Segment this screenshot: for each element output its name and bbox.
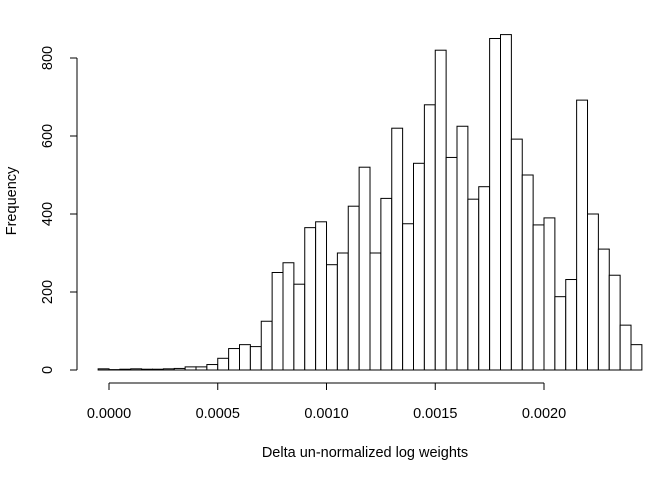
histogram-bar: [119, 368, 132, 371]
histogram-bar: [423, 104, 436, 371]
x-tick-label: 0.0020: [522, 406, 566, 422]
x-tick-label: 0.0010: [304, 406, 348, 422]
y-tick-label: 0: [40, 366, 56, 374]
y-axis: 0 200 400 600 800: [40, 46, 78, 374]
histogram-bar: [608, 274, 621, 371]
histogram-bar: [500, 34, 512, 371]
histogram-bar: [456, 125, 469, 371]
histogram-bar: [445, 156, 458, 371]
histogram-bar: [315, 221, 328, 371]
x-axis: 0.0000 0.0005 0.0010 0.0015 0.0020: [87, 382, 566, 422]
histogram-bar: [336, 252, 349, 371]
histogram-bar: [206, 364, 219, 371]
histogram-bar: [630, 344, 643, 371]
histogram-bar: [402, 223, 415, 371]
histogram-bar: [587, 213, 599, 371]
histogram-bar: [293, 283, 306, 371]
x-tick-label: 0.0005: [196, 406, 240, 422]
histogram-bar: [260, 320, 273, 371]
histogram-bar: [217, 357, 230, 371]
histogram-bar: [467, 198, 480, 371]
histogram-bar: [380, 197, 393, 371]
histogram-bar: [434, 49, 447, 371]
histogram-bar: [543, 217, 556, 371]
y-tick-label: 600: [40, 124, 56, 148]
histogram-bar: [282, 262, 295, 371]
y-tick-label: 400: [40, 202, 56, 226]
histogram-bar: [173, 367, 186, 371]
histogram-bar: [326, 264, 338, 371]
histogram-bar: [195, 366, 208, 371]
histogram-bar: [619, 324, 632, 371]
y-tick-label: 800: [40, 46, 56, 70]
histogram-bar: [565, 279, 578, 371]
histogram-bar: [413, 162, 425, 371]
histogram-bar: [162, 368, 175, 371]
x-tick-label: 0.0015: [413, 406, 457, 422]
histogram-bar: [478, 186, 491, 371]
histogram-bar: [304, 227, 317, 371]
x-tick-label: 0.0000: [87, 406, 131, 422]
histogram-bar: [141, 368, 154, 371]
x-axis-title: Delta un-normalized log weights: [262, 445, 468, 461]
y-tick-label: 200: [40, 280, 56, 304]
histogram-bar: [97, 368, 110, 371]
histogram-bar: [554, 296, 567, 371]
histogram-bar: [391, 127, 404, 371]
histogram-bar: [369, 252, 382, 371]
histogram-bar: [521, 174, 534, 371]
histogram-bar: [239, 344, 251, 371]
histogram-bar: [228, 348, 241, 371]
histogram-bar: [576, 99, 589, 371]
histogram-bar: [532, 224, 545, 371]
histogram-bar: [597, 248, 610, 371]
histogram-bars: [97, 34, 643, 371]
histogram-bar: [152, 368, 164, 371]
histogram-bar: [271, 272, 284, 371]
y-axis-title: Frequency: [4, 166, 20, 235]
histogram-bar: [510, 138, 523, 371]
histogram-bar: [130, 368, 143, 371]
histogram-bar: [489, 38, 502, 371]
histogram-bar: [249, 346, 262, 371]
histogram-bar: [347, 205, 360, 371]
histogram-bar: [184, 366, 197, 371]
histogram-bar: [358, 166, 371, 371]
